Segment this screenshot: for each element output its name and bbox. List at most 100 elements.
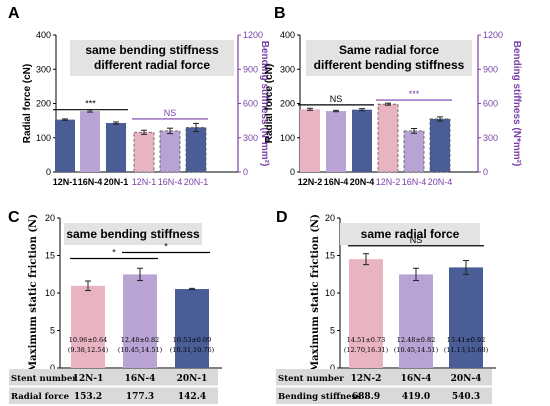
bar-16n-4 bbox=[123, 274, 157, 368]
banner-text: same bending stiffness bbox=[85, 43, 219, 57]
bar-16n-4 bbox=[159, 130, 181, 173]
right-tick-label: 900 bbox=[483, 64, 498, 74]
y-tick-label: 5 bbox=[50, 326, 55, 336]
panel-letter: B bbox=[274, 5, 286, 22]
bar-interval-label: (11.13,15.68) bbox=[444, 346, 489, 354]
x-tick-label: 12N-1 bbox=[132, 177, 157, 187]
x-tick-label: 20N-1 bbox=[104, 177, 129, 187]
x-tick-label: 12N-2 bbox=[298, 177, 323, 187]
bar-16n-4 bbox=[403, 130, 425, 173]
y-tick-label: 300 bbox=[280, 64, 295, 74]
table-cell: 12N-2 bbox=[351, 374, 382, 384]
bar-interval-label: (9.38,12.54) bbox=[68, 346, 109, 354]
x-tick-label: 12N-2 bbox=[376, 177, 401, 187]
y-tick-label: 200 bbox=[280, 99, 295, 109]
y-tick-label: 5 bbox=[330, 326, 335, 336]
table-cell: 20N-1 bbox=[177, 374, 208, 384]
banner-box bbox=[64, 223, 202, 245]
bar-16n-4 bbox=[80, 111, 100, 172]
significance-label: NS bbox=[164, 108, 177, 118]
y-tick-label: 15 bbox=[325, 251, 335, 261]
panel-letter: D bbox=[276, 209, 288, 226]
bar-interval-label: (12.70,16.31) bbox=[344, 346, 389, 354]
table-cell: 12N-1 bbox=[73, 374, 104, 384]
significance-label: * bbox=[164, 242, 168, 252]
y-tick-label: 0 bbox=[330, 363, 335, 373]
bar-value-label: 12.48±0.82 bbox=[121, 336, 160, 344]
bar-20n-4 bbox=[429, 118, 451, 173]
significance-label: * bbox=[112, 248, 116, 258]
x-tick-label: 12N-1 bbox=[53, 177, 78, 187]
table-cell: 177.3 bbox=[126, 392, 154, 402]
panel-letter: A bbox=[8, 5, 20, 22]
bar-interval-label: (10.45,14.51) bbox=[394, 346, 439, 354]
bar-20n-1 bbox=[175, 289, 209, 368]
right-tick-label: 300 bbox=[243, 133, 258, 143]
banner-text: same bending stiffness bbox=[66, 227, 200, 241]
banner-box bbox=[340, 223, 480, 245]
y-tick-label: 400 bbox=[280, 30, 295, 40]
y-axis-label: Radial force (cN) bbox=[264, 64, 275, 143]
bar-value-label: 10.53±0.09 bbox=[173, 336, 212, 344]
right-tick-label: 600 bbox=[243, 99, 258, 109]
table-cell: 688.9 bbox=[352, 392, 380, 402]
y-tick-label: 20 bbox=[45, 213, 55, 223]
banner-text: different radial force bbox=[94, 58, 210, 72]
y-tick-label: 100 bbox=[36, 133, 51, 143]
significance-label: NS bbox=[410, 235, 423, 245]
bar-16n-4 bbox=[399, 274, 433, 368]
table-cell: 16N-4 bbox=[125, 374, 156, 384]
y-axis-label: Radial force (cN) bbox=[22, 64, 33, 143]
y-tick-label: 10 bbox=[45, 288, 55, 298]
chart-panel-d: D 0 5 10 15 20 Maximum static friction (N) same… bbox=[276, 209, 496, 404]
y-tick-label: 0 bbox=[290, 167, 295, 177]
banner-text: different bending stiffness bbox=[314, 58, 465, 72]
x-tick-label: 20N-1 bbox=[184, 177, 209, 187]
bar-12n-1 bbox=[71, 285, 105, 368]
table-cell: 540.3 bbox=[452, 392, 480, 402]
table-cell: 142.4 bbox=[178, 392, 206, 402]
banner-box bbox=[306, 40, 472, 76]
right-tick-label: 1200 bbox=[483, 30, 503, 40]
y-tick-label: 100 bbox=[280, 133, 295, 143]
banner-box bbox=[70, 40, 234, 76]
right-tick-label: 0 bbox=[483, 167, 488, 177]
table-cell: 16N-4 bbox=[401, 374, 432, 384]
banner-text: same radial force bbox=[361, 227, 460, 241]
bar-20n-4 bbox=[352, 109, 372, 172]
table-row-header: Stent number bbox=[11, 374, 77, 384]
right-tick-label: 300 bbox=[483, 133, 498, 143]
y-tick-label: 400 bbox=[36, 30, 51, 40]
chart-panel-c: C 0 5 10 15 20 Maximum static friction (N) same… bbox=[8, 209, 222, 404]
bar-12n-1 bbox=[133, 131, 155, 173]
table-row-header: Stent number bbox=[278, 374, 344, 384]
bar-interval-label: (10.31,10.76) bbox=[170, 346, 215, 354]
right-axis-label: Bending stiffness (N*mm²) bbox=[511, 41, 522, 167]
table-cell: 419.0 bbox=[402, 392, 430, 402]
bar-value-label: 14.51±0.73 bbox=[347, 336, 386, 344]
x-tick-label: 16N-4 bbox=[78, 177, 103, 187]
bar-12n-2 bbox=[349, 259, 383, 368]
y-tick-label: 10 bbox=[325, 288, 335, 298]
bar-12n-2 bbox=[377, 103, 399, 173]
right-tick-label: 0 bbox=[243, 167, 248, 177]
y-tick-label: 15 bbox=[45, 251, 55, 261]
right-tick-label: 900 bbox=[243, 64, 258, 74]
significance-label: *** bbox=[85, 99, 96, 109]
banner-text: Same radial force bbox=[339, 43, 439, 57]
bar-value-label: 13.41±0.92 bbox=[447, 336, 486, 344]
bar-interval-label: (10.45,14.51) bbox=[118, 346, 163, 354]
x-tick-label: 20N-4 bbox=[350, 177, 375, 187]
table-row-header: Radial force bbox=[11, 392, 70, 402]
y-tick-label: 0 bbox=[46, 167, 51, 177]
bar-20n-1 bbox=[106, 123, 126, 172]
bar-value-label: 12.48±0.82 bbox=[397, 336, 436, 344]
x-tick-label: 16N-4 bbox=[324, 177, 349, 187]
x-tick-label: 16N-4 bbox=[158, 177, 183, 187]
bar-12n-1 bbox=[55, 119, 75, 172]
x-tick-label: 20N-4 bbox=[428, 177, 453, 187]
significance-label: NS bbox=[330, 94, 343, 104]
bar-16n-4 bbox=[326, 111, 346, 172]
panel-letter: C bbox=[8, 209, 20, 226]
